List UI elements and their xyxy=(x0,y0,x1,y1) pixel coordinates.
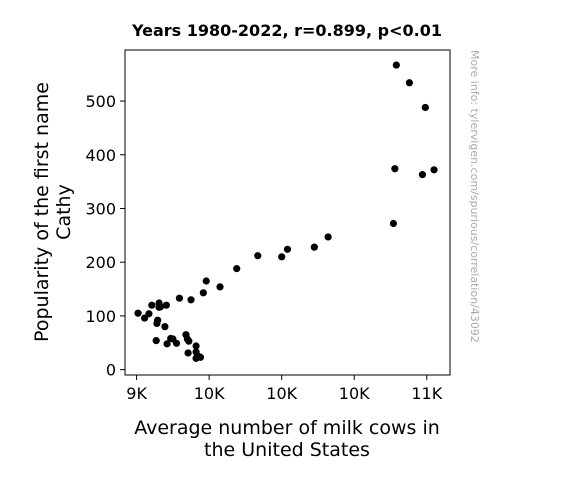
data-point-29 xyxy=(216,283,224,291)
data-point-5 xyxy=(153,319,161,328)
data-point-34 xyxy=(310,243,318,251)
data-point-3 xyxy=(148,301,156,309)
y-tick-label-1: 100 xyxy=(85,307,116,326)
data-point-0 xyxy=(134,309,142,317)
x-tick-label-0: 9K xyxy=(126,384,147,403)
data-point-37 xyxy=(392,61,400,69)
chart-title: Years 1980-2022, r=0.899, p<0.01 xyxy=(131,21,442,40)
data-point-30 xyxy=(233,265,241,273)
data-point-42 xyxy=(430,166,438,174)
data-point-33 xyxy=(283,245,292,253)
y-tick-label-2: 200 xyxy=(85,253,116,272)
data-point-36 xyxy=(389,219,398,228)
data-point-32 xyxy=(278,253,286,261)
data-point-16 xyxy=(172,339,181,347)
data-point-40 xyxy=(421,103,429,112)
x-axis-label-line-2: the United States xyxy=(204,439,370,461)
data-point-28 xyxy=(202,277,210,285)
y-tick-label-4: 400 xyxy=(85,146,116,165)
y-tick-label-3: 300 xyxy=(85,199,116,218)
y-tick-label-0: 0 xyxy=(106,361,116,380)
data-point-19 xyxy=(185,337,193,345)
data-point-35 xyxy=(324,233,332,241)
data-point-20 xyxy=(184,349,192,357)
data-point-11 xyxy=(175,294,184,302)
x-tick-label-1: 10K xyxy=(194,384,225,403)
data-point-26 xyxy=(196,353,205,361)
data-point-38 xyxy=(391,165,399,173)
data-point-41 xyxy=(418,171,427,179)
x-tick-label-4: 11K xyxy=(411,384,442,403)
data-point-27 xyxy=(199,289,207,297)
y-tick-label-5: 500 xyxy=(85,92,116,111)
data-point-12 xyxy=(152,337,160,345)
x-axis-label-line-1: Average number of milk cows in xyxy=(134,417,440,439)
data-point-21 xyxy=(187,296,195,304)
data-point-8 xyxy=(155,303,163,311)
y-axis-label-line-1: Popularity of the first name xyxy=(31,82,53,342)
x-tick-label-3: 10K xyxy=(339,384,370,403)
y-axis-ticks: 0 100 200 300 400 500 xyxy=(85,92,125,380)
data-point-39 xyxy=(405,79,413,87)
data-point-10 xyxy=(161,323,169,331)
y-axis-label-line-2: Cathy xyxy=(53,184,75,240)
source-note: More info: tylervigen.com/spurious/corre… xyxy=(468,50,481,343)
data-points xyxy=(134,61,438,362)
data-point-13 xyxy=(163,340,171,348)
data-point-9 xyxy=(162,301,170,309)
data-point-2 xyxy=(145,310,153,318)
x-axis-ticks: 9K 10K 10K 10K 11K xyxy=(126,375,443,403)
data-point-31 xyxy=(254,252,262,260)
x-tick-label-2: 10K xyxy=(266,384,297,403)
plot-area-frame xyxy=(124,49,451,376)
data-point-22 xyxy=(192,342,200,350)
